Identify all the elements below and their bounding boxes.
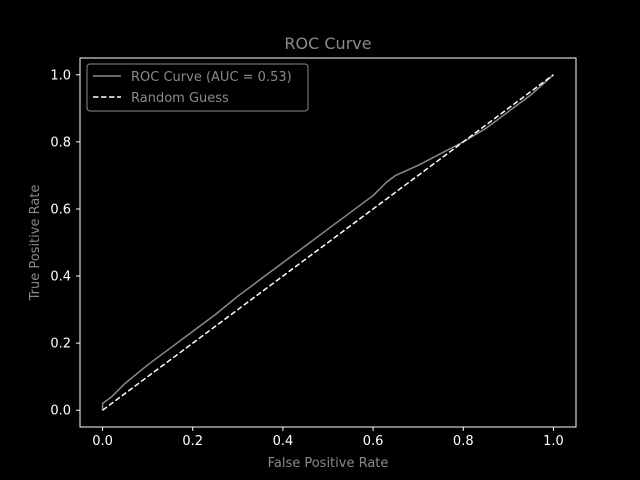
x-axis-label: False Positive Rate	[268, 456, 389, 471]
x-tick-label: 0.4	[273, 434, 294, 449]
y-axis-ticks: 0.0 0.2 0.4 0.6 0.8 1.0	[50, 68, 80, 419]
x-tick-label: 0.8	[453, 434, 474, 449]
y-tick-label: 0.2	[50, 337, 71, 352]
chart-title: ROC Curve	[284, 34, 371, 53]
y-axis-label: True Positive Rate	[28, 185, 43, 302]
y-tick-label: 0.8	[50, 135, 71, 150]
x-tick-label: 0.6	[363, 434, 384, 449]
x-tick-label: 0.0	[92, 434, 113, 449]
legend: ROC Curve (AUC = 0.53) Random Guess	[86, 63, 309, 112]
x-tick-label: 0.2	[182, 434, 203, 449]
legend-label-random: Random Guess	[131, 91, 229, 106]
y-tick-label: 0.6	[50, 202, 71, 217]
y-tick-label: 0.0	[50, 404, 71, 419]
plot-frame	[79, 57, 577, 428]
roc-curve-line	[101, 74, 554, 411]
random-guess-line	[102, 74, 554, 411]
y-tick-label: 1.0	[50, 68, 71, 83]
series-layer	[101, 74, 554, 411]
legend-box	[86, 63, 309, 112]
x-tick-label: 1.0	[543, 434, 564, 449]
y-tick-label: 0.4	[50, 270, 71, 285]
legend-label-roc: ROC Curve (AUC = 0.53)	[131, 70, 292, 85]
x-axis-ticks: 0.0 0.2 0.4 0.6 0.8 1.0	[92, 427, 564, 449]
